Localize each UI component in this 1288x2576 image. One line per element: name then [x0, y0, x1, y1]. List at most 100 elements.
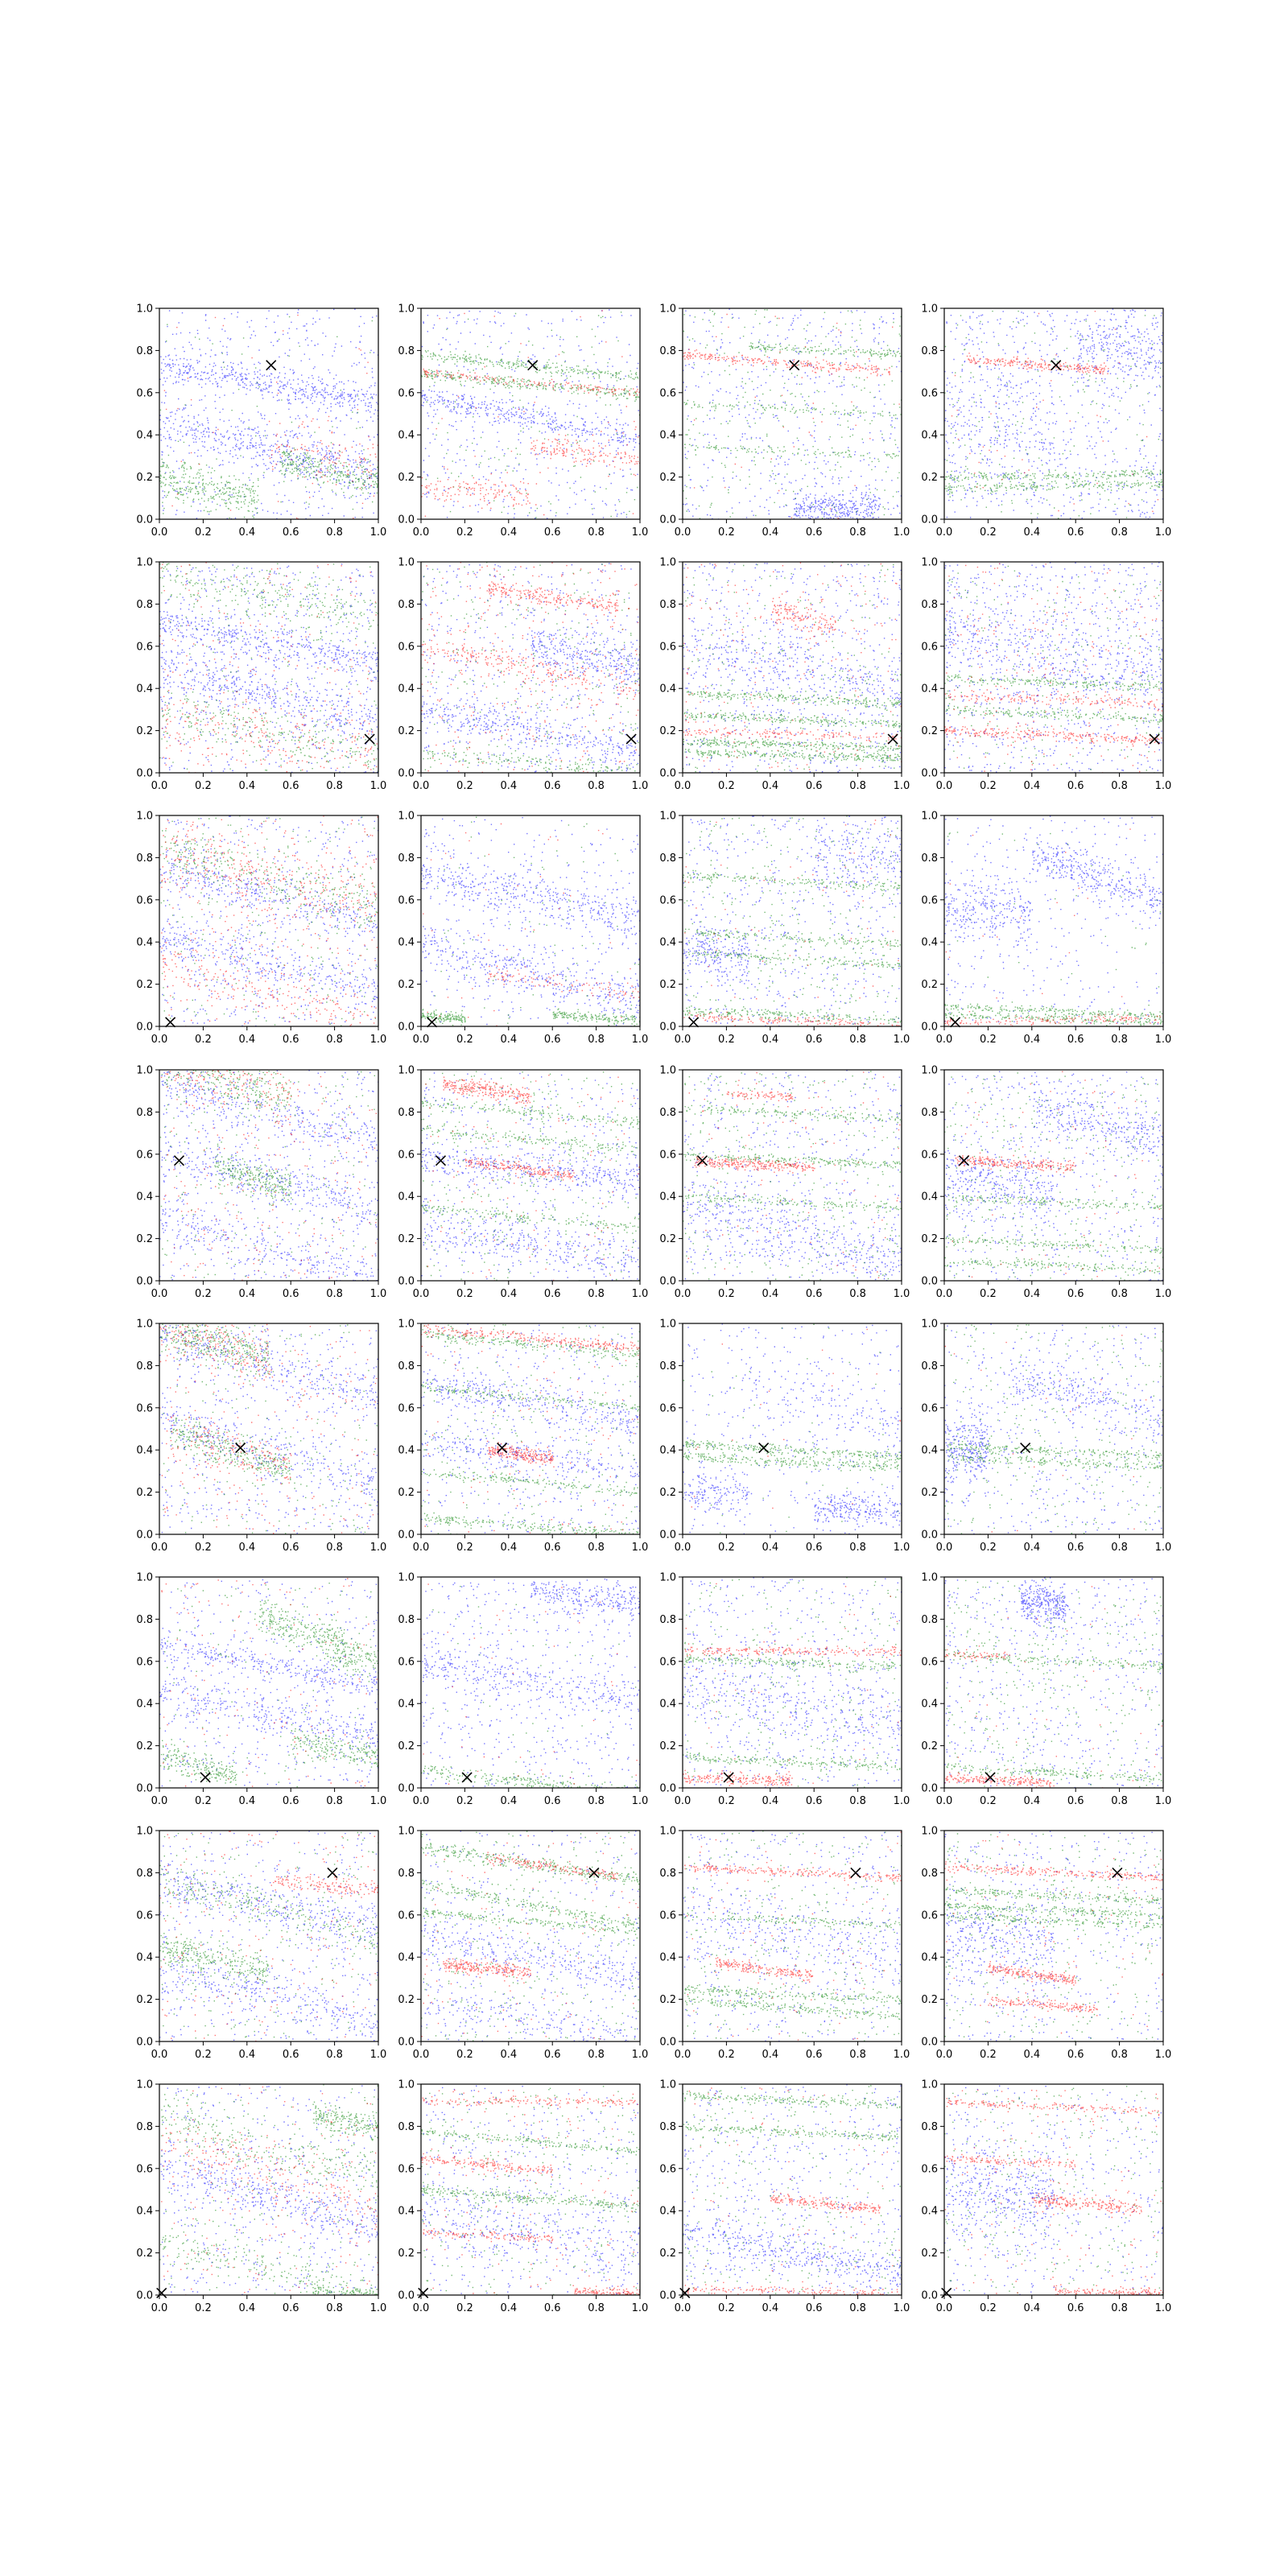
y-tick-label: 0.4 [398, 1191, 415, 1203]
x-tick-label: 0.8 [1111, 2049, 1128, 2061]
panel-r5-c2: 0.0 0.2 0.4 0.6 0.8 1.00.00.20.40.60.81.0 [398, 1319, 648, 1554]
axes-frame [421, 815, 640, 1026]
y-tick-label: 0.6 [136, 1402, 153, 1414]
scatter-points [159, 1323, 379, 1535]
y-tick-label: 0.4 [921, 1952, 938, 1964]
blue-points [683, 2084, 902, 2296]
y-tick-label: 0.4 [921, 683, 938, 696]
x-tick-label: 0.0 [936, 1288, 953, 1300]
y-tick-label: 0.2 [921, 725, 938, 737]
y-tick-label: 1.0 [921, 1826, 938, 1838]
x-tick-label: 0.2 [456, 780, 473, 792]
y-tick-label: 0.2 [921, 1740, 938, 1752]
y-tick-label: 0.4 [136, 937, 153, 949]
x-tick-label: 0.8 [326, 2302, 343, 2314]
scatter-points [683, 815, 902, 1027]
x-tick-label: 0.6 [283, 780, 299, 792]
y-tick-label: 0.2 [136, 472, 153, 484]
y-tick-label: 0.4 [659, 683, 676, 696]
y-tick-label: 0.2 [398, 1487, 415, 1499]
x-tick-label: 0.4 [500, 526, 517, 539]
red-points [421, 562, 641, 774]
y-tick-label: 0.8 [659, 2121, 676, 2133]
x-marker [200, 1773, 210, 1782]
x-tick-label: 0.8 [326, 1034, 343, 1046]
axes-frame [944, 1070, 1163, 1281]
x-tick-label: 0.4 [1023, 780, 1040, 792]
x-tick-label: 0.8 [849, 1795, 866, 1807]
y-tick-label: 0.0 [398, 1276, 415, 1288]
x-tick-label: 0.6 [283, 1795, 299, 1807]
x-tick-label: 0.4 [1023, 2302, 1040, 2314]
x-tick-label: 0.6 [283, 526, 299, 539]
x-tick-label: 1.0 [894, 1795, 910, 1807]
x-tick-label: 0.2 [980, 526, 997, 539]
y-tick-label: 0.8 [398, 852, 415, 865]
x-tick-label: 0.0 [936, 2302, 953, 2314]
y-tick-label: 1.0 [136, 1572, 153, 1584]
y-tick-label: 0.4 [659, 937, 676, 949]
green-points [683, 1324, 902, 1534]
x-marker [626, 734, 636, 744]
panel-r8-c3: 0.0 0.2 0.4 0.6 0.8 1.00.00.20.40.60.81.0 [659, 2079, 910, 2315]
panel-r4-c4: 0.0 0.2 0.4 0.6 0.8 1.00.00.20.40.60.81.0 [921, 1065, 1171, 1301]
x-tick-label: 0.4 [500, 1034, 517, 1046]
x-tick-label: 1.0 [894, 780, 910, 792]
y-tick-label: 0.6 [398, 1402, 415, 1414]
x-tick-label: 0.2 [718, 1795, 735, 1807]
green-points [421, 1324, 641, 1535]
blue-points [944, 1071, 1164, 1282]
x-tick-label: 1.0 [632, 2049, 649, 2061]
green-points [683, 1577, 902, 1789]
scatter-points [683, 1831, 903, 2042]
y-tick-label: 0.2 [659, 725, 676, 737]
y-tick-label: 0.0 [659, 768, 676, 780]
x-tick-label: 0.8 [588, 1288, 605, 1300]
x-tick-label: 0.6 [283, 2302, 299, 2314]
x-tick-label: 0.6 [806, 1288, 823, 1300]
x-tick-label: 0.2 [718, 1542, 735, 1554]
y-tick-label: 0.6 [921, 1149, 938, 1161]
y-tick-label: 0.8 [136, 1107, 153, 1119]
scatter-points [944, 562, 1164, 774]
blue-points [421, 817, 641, 1027]
y-tick-label: 0.0 [659, 1022, 676, 1034]
y-tick-label: 0.2 [921, 979, 938, 991]
axes-frame [421, 2084, 640, 2295]
x-tick-label: 1.0 [894, 2302, 910, 2314]
y-tick-label: 0.0 [921, 1022, 938, 1034]
x-tick-label: 0.0 [151, 2049, 168, 2061]
y-tick-label: 0.4 [398, 1445, 415, 1457]
x-tick-label: 0.8 [849, 1542, 866, 1554]
axes-frame [944, 562, 1163, 773]
x-tick-label: 0.0 [936, 1542, 953, 1554]
y-tick-label: 1.0 [659, 2079, 676, 2091]
y-tick-label: 0.0 [398, 1783, 415, 1795]
axes-frame [159, 1831, 378, 2041]
x-marker [427, 1018, 437, 1027]
y-tick-label: 0.4 [136, 683, 153, 696]
green-points [159, 1832, 379, 2042]
y-tick-label: 0.4 [659, 430, 676, 442]
red-points [688, 1071, 901, 1278]
axes-frame [421, 308, 640, 519]
y-tick-label: 0.4 [136, 2206, 153, 2218]
x-tick-label: 0.8 [1111, 1542, 1128, 1554]
x-tick-label: 0.2 [980, 1288, 997, 1300]
panel-r7-c1: 0.0 0.2 0.4 0.6 0.8 1.00.00.20.40.60.81.0 [136, 1826, 386, 2062]
y-tick-label: 0.8 [659, 1107, 676, 1119]
x-tick-label: 0.0 [413, 1288, 430, 1300]
x-marker [157, 2288, 167, 2297]
y-tick-label: 0.0 [136, 2290, 153, 2302]
x-tick-label: 0.8 [849, 2302, 866, 2314]
x-tick-label: 0.8 [849, 526, 866, 539]
x-tick-label: 0.6 [806, 1795, 823, 1807]
y-tick-label: 0.8 [398, 1868, 415, 1880]
x-tick-label: 1.0 [370, 780, 387, 792]
axes-frame [944, 1831, 1163, 2041]
x-tick-label: 0.0 [675, 2049, 691, 2061]
x-tick-label: 1.0 [894, 1542, 910, 1554]
scatter-points [159, 1070, 379, 1282]
y-tick-label: 1.0 [398, 1826, 415, 1838]
panel-r4-c2: 0.0 0.2 0.4 0.6 0.8 1.00.00.20.40.60.81.0 [398, 1065, 648, 1301]
